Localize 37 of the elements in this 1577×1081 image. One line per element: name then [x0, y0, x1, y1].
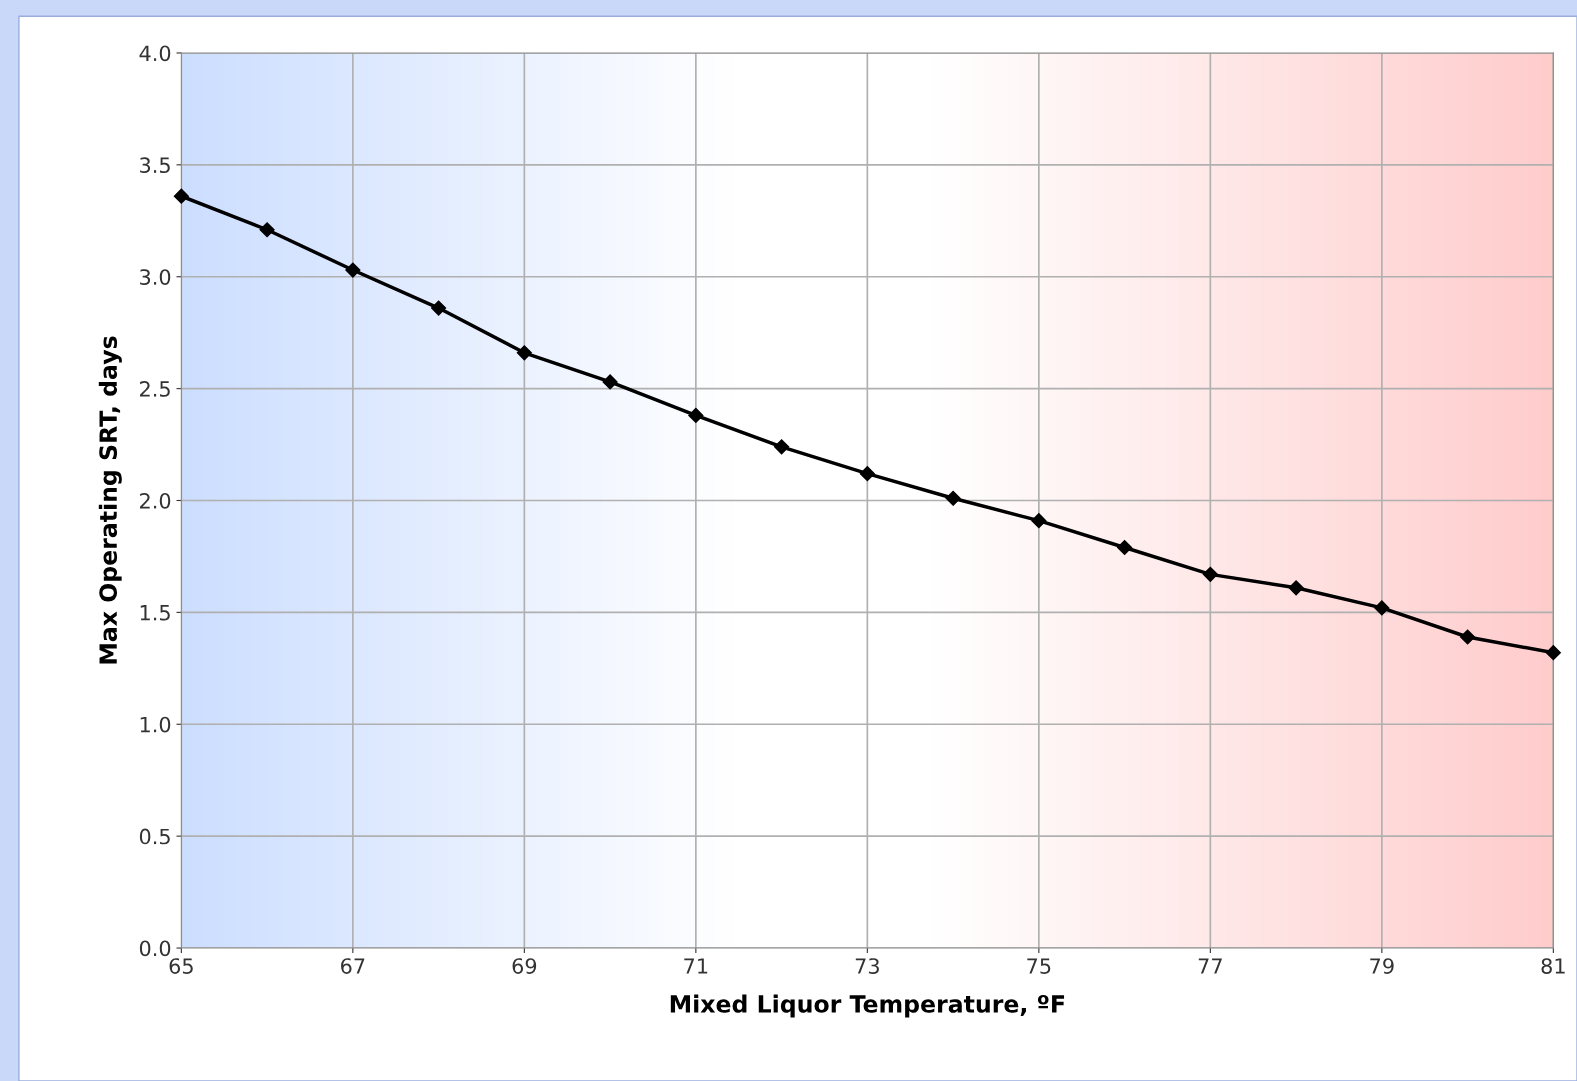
point — [688, 407, 704, 424]
y-tick-label: 1.5 — [140, 605, 170, 621]
point — [945, 490, 961, 506]
point — [1545, 645, 1561, 661]
y-axis-title: Max Operating SRT, days — [98, 336, 122, 664]
point — [859, 466, 875, 482]
point — [1031, 513, 1047, 529]
y-tick-label: 0.0 — [139, 940, 171, 957]
x-tick-label: 81 — [1541, 958, 1565, 974]
x-tick-label: 73 — [855, 958, 879, 974]
x-axis-title: Mixed Liquor Temperature, ºF — [670, 994, 1065, 1018]
y-tick-label: 1.0 — [140, 716, 171, 733]
point — [602, 374, 618, 390]
x-tick-label: 75 — [1027, 958, 1051, 974]
point — [1288, 580, 1304, 596]
point — [173, 188, 189, 204]
y-tick-label: 4.0 — [139, 45, 171, 62]
x-tick-label: 71 — [684, 958, 708, 974]
point — [1117, 539, 1133, 556]
point — [774, 439, 790, 455]
y-tick-label: 3.5 — [140, 157, 170, 174]
point — [345, 262, 361, 278]
point — [1202, 566, 1218, 582]
y-tick-label: 2.5 — [140, 381, 170, 397]
y-tick-label: 3.0 — [140, 269, 171, 285]
point — [1460, 629, 1476, 645]
x-tick-label: 65 — [169, 958, 193, 974]
x-tick-label: 77 — [1198, 958, 1222, 974]
point — [516, 345, 532, 361]
x-tick-label: 79 — [1370, 958, 1394, 974]
x-tick-label: 67 — [341, 958, 365, 974]
point — [259, 222, 275, 238]
x-tick-label: 69 — [512, 958, 537, 974]
y-tick-label: 0.5 — [139, 828, 170, 845]
point — [431, 300, 447, 316]
y-tick-label: 2.0 — [140, 492, 171, 509]
point — [1374, 600, 1390, 616]
